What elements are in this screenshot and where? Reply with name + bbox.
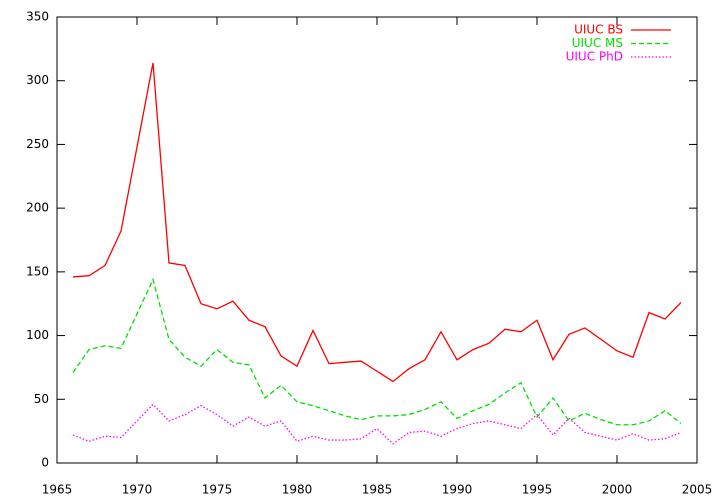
x-tick-label: 2005 (682, 483, 713, 497)
y-tick-label: 100 (26, 328, 49, 342)
y-tick-label: 200 (26, 201, 49, 215)
series-line (72, 62, 682, 383)
plot-frame (56, 16, 698, 464)
x-tick-label: 1985 (362, 483, 393, 497)
legend-label: UIUC PhD (566, 50, 623, 64)
x-tick-label: 1975 (202, 483, 233, 497)
y-tick-label: 50 (34, 392, 49, 406)
x-tick-label: 1965 (42, 483, 73, 497)
y-tick-label: 300 (26, 73, 49, 87)
y-tick-label: 350 (26, 10, 49, 24)
x-tick-label: 2000 (602, 483, 633, 497)
y-tick-label: 150 (26, 264, 49, 278)
x-tick-label: 1980 (282, 483, 313, 497)
y-tick-label: 0 (41, 456, 49, 470)
x-tick-label: 1970 (122, 483, 153, 497)
x-tick-label: 1995 (522, 483, 553, 497)
legend-label: UIUC BS (574, 23, 623, 37)
y-tick-label: 250 (26, 137, 49, 151)
series-line (72, 277, 682, 426)
x-tick-label: 1990 (442, 483, 473, 497)
series-line (72, 403, 682, 445)
legend-label: UIUC MS (572, 36, 623, 50)
